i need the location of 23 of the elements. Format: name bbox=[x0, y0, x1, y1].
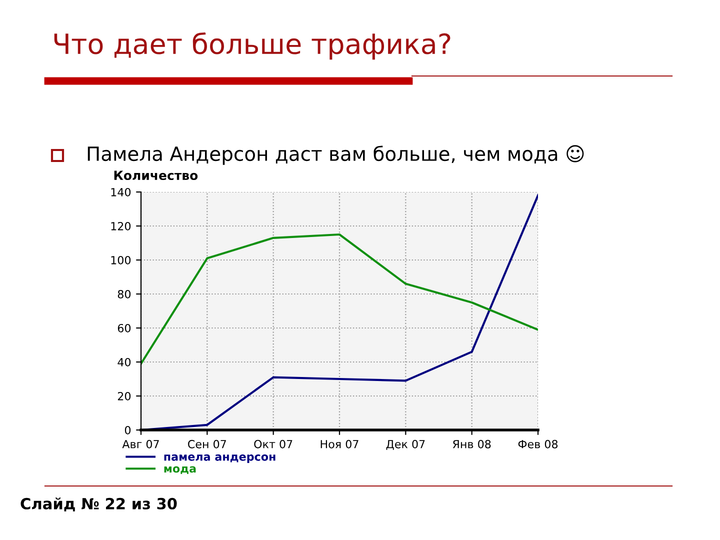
x-tick-label: Окт 07 bbox=[254, 440, 292, 448]
y-tick-label: 80 bbox=[118, 290, 131, 298]
x-tick-label: Ноя 07 bbox=[320, 440, 358, 448]
y-tick-label: 100 bbox=[111, 256, 131, 264]
y-tick-label: 0 bbox=[124, 426, 131, 434]
chart-title: Что дает больше трафика? bbox=[54, 32, 450, 60]
line-series bbox=[141, 233, 538, 365]
x-tick-label: Авг 07 bbox=[122, 440, 159, 448]
line-series bbox=[141, 194, 538, 430]
x-tick-label: Сен 07 bbox=[188, 440, 226, 448]
x-tick-label: Янв 08 bbox=[452, 440, 491, 448]
y-tick-label: 120 bbox=[111, 222, 131, 230]
text: Слайд № 22 из 30 bbox=[20, 498, 177, 512]
y-axis-title: Количество bbox=[114, 170, 198, 180]
x-tick-label: Фев 08 bbox=[518, 440, 558, 448]
x-tick-label: Дек 07 bbox=[386, 440, 425, 450]
y-tick-label: 40 bbox=[118, 358, 131, 366]
chart-subtitle: Памела Андерсон даст вам больше, чем мода ☺ bbox=[88, 145, 584, 165]
legend-label: мода bbox=[164, 466, 196, 474]
y-tick-label: 140 bbox=[111, 188, 131, 196]
y-tick-label: 20 bbox=[118, 392, 131, 400]
legend-label: памела андерсон bbox=[164, 454, 276, 463]
y-tick-label: 60 bbox=[118, 324, 131, 332]
